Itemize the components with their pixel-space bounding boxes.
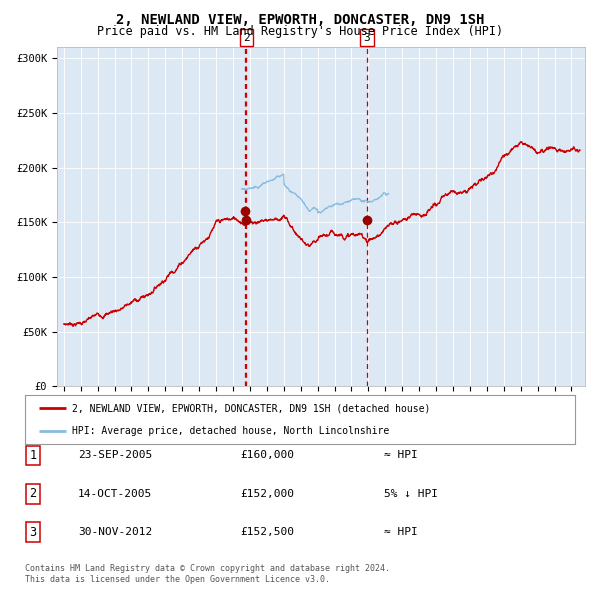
- Text: 3: 3: [29, 526, 37, 539]
- Text: ≈ HPI: ≈ HPI: [384, 451, 418, 460]
- Text: Contains HM Land Registry data © Crown copyright and database right 2024.: Contains HM Land Registry data © Crown c…: [25, 565, 390, 573]
- Text: 2: 2: [243, 33, 250, 43]
- Text: £160,000: £160,000: [240, 451, 294, 460]
- Text: £152,000: £152,000: [240, 489, 294, 499]
- Text: 2: 2: [29, 487, 37, 500]
- Text: £152,500: £152,500: [240, 527, 294, 537]
- Text: 2, NEWLAND VIEW, EPWORTH, DONCASTER, DN9 1SH: 2, NEWLAND VIEW, EPWORTH, DONCASTER, DN9…: [116, 13, 484, 27]
- Text: 5% ↓ HPI: 5% ↓ HPI: [384, 489, 438, 499]
- Text: 2, NEWLAND VIEW, EPWORTH, DONCASTER, DN9 1SH (detached house): 2, NEWLAND VIEW, EPWORTH, DONCASTER, DN9…: [72, 404, 430, 414]
- Text: This data is licensed under the Open Government Licence v3.0.: This data is licensed under the Open Gov…: [25, 575, 330, 584]
- Text: 1: 1: [29, 449, 37, 462]
- Text: Price paid vs. HM Land Registry's House Price Index (HPI): Price paid vs. HM Land Registry's House …: [97, 25, 503, 38]
- Text: ≈ HPI: ≈ HPI: [384, 527, 418, 537]
- Text: HPI: Average price, detached house, North Lincolnshire: HPI: Average price, detached house, Nort…: [72, 425, 389, 435]
- Text: 23-SEP-2005: 23-SEP-2005: [78, 451, 152, 460]
- Text: 14-OCT-2005: 14-OCT-2005: [78, 489, 152, 499]
- Text: 3: 3: [364, 33, 370, 43]
- Text: 30-NOV-2012: 30-NOV-2012: [78, 527, 152, 537]
